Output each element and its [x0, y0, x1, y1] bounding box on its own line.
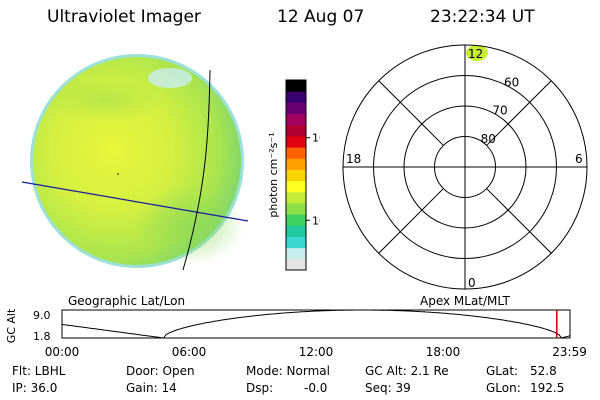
altitude-strip-plot: GC Alt 9.0 1.8 00:00 06:00 12:00 18:00 23:59 — [5, 308, 587, 359]
colorbar-segment — [286, 113, 306, 126]
colorbar-panel: photon cm⁻²s⁻¹ 100 10 — [267, 79, 320, 271]
altitude-xtick-label: 06:00 — [172, 345, 207, 359]
colorbar-segment — [286, 135, 306, 148]
status-seq: Seq: 39 — [365, 381, 411, 395]
altitude-ytick-top: 9.0 — [33, 309, 51, 322]
mlat-label-70: 70 — [492, 104, 507, 118]
colorbar-segment — [286, 91, 306, 103]
status-ip: IP: 36.0 — [12, 381, 58, 395]
status-glon-label: GLon: — [486, 381, 521, 395]
colorbar-segment — [286, 180, 306, 193]
latitude-line — [21, 181, 249, 222]
longitude-line — [182, 69, 211, 271]
observation-time: 23:22:34 UT — [430, 7, 535, 27]
disk-edge-glint — [148, 68, 192, 88]
polar-panel-label: Apex MLat/MLT — [420, 294, 510, 308]
colorbar-segment — [286, 80, 306, 92]
colorbar-segment — [286, 236, 306, 249]
mlt-spoke — [486, 80, 552, 146]
status-dsp-label: Dsp: — [246, 381, 274, 395]
altitude-xtick-label: 23:59 — [552, 345, 587, 359]
status-dsp-value: -0.0 — [304, 381, 328, 395]
colorbar-segment — [286, 247, 306, 260]
colorbar-segment — [286, 214, 306, 226]
colorbar-segment — [286, 124, 306, 137]
altitude-curve — [61, 309, 571, 339]
status-door: Door: Open — [126, 364, 195, 378]
colorbar-segment — [286, 158, 306, 170]
geographic-panel-label: Geographic Lat/Lon — [68, 294, 186, 308]
mlt-label-6: 6 — [575, 152, 583, 166]
colorbar-tick-label: 10 — [312, 214, 320, 227]
colorbar-tick-label: 100 — [312, 132, 320, 145]
status-filter: Flt: LBHL — [12, 364, 66, 378]
colorbar-segment — [286, 147, 306, 159]
status-gc-alt: GC Alt: 2.1 Re — [365, 364, 449, 378]
mlt-spoke — [378, 80, 444, 146]
mlt-label-12: 12 — [468, 47, 483, 61]
colorbar-unit-label: photon cm⁻²s⁻¹ — [267, 132, 280, 217]
colorbar-segment — [286, 169, 306, 182]
colorbar-segment — [286, 102, 306, 115]
mlt-spoke — [486, 188, 552, 254]
altitude-ytick-bottom: 1.8 — [33, 330, 51, 343]
altitude-xtick-label: 00:00 — [45, 345, 80, 359]
colorbar-frame — [285, 79, 307, 271]
mlt-label-18: 18 — [346, 152, 361, 166]
status-gain: Gain: 14 — [126, 381, 177, 395]
colorbar-segment — [286, 202, 306, 215]
status-mode: Mode: Normal — [246, 364, 330, 378]
mlt-spoke — [378, 188, 444, 254]
observation-date: 12 Aug 07 — [277, 7, 365, 27]
altitude-plot-frame — [61, 309, 571, 339]
mlat-label-60: 60 — [504, 75, 519, 89]
altitude-xtick-label: 12:00 — [299, 345, 334, 359]
colorbar-segment — [286, 225, 306, 237]
altitude-xtick-label: 18:00 — [426, 345, 461, 359]
dim-band-top — [45, 78, 165, 122]
app-title: Ultraviolet Imager — [47, 7, 201, 27]
mlat-label-80: 80 — [481, 132, 496, 146]
dim-region — [135, 185, 245, 265]
auroral-blob — [466, 45, 488, 61]
status-glat-value: 52.8 — [530, 364, 557, 378]
mlt-label-0: 0 — [468, 276, 476, 290]
status-glon-value: 192.5 — [530, 381, 565, 395]
colorbar-segment — [286, 258, 306, 271]
status-glat-label: GLat: — [486, 364, 519, 378]
geographic-image-panel — [21, 54, 249, 271]
colorbar-segment — [286, 191, 306, 204]
center-dot — [117, 173, 119, 175]
altitude-ylabel: GC Alt — [5, 308, 18, 343]
